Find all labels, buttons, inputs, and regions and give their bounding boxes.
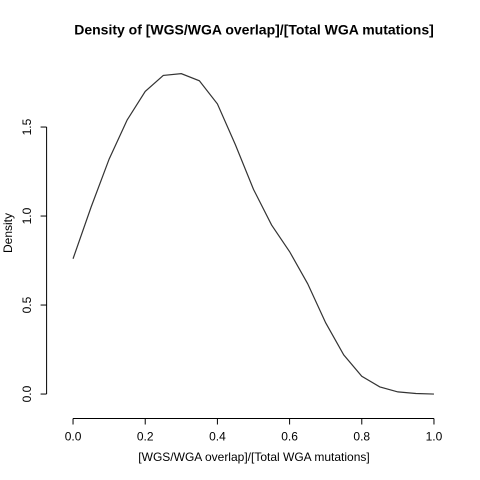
x-axis-label: [WGS/WGA overlap]/[Total WGA mutations] <box>138 450 369 464</box>
density-line <box>72 73 434 395</box>
y-tick-label: 1.0 <box>20 207 34 224</box>
y-tick-label: 0.5 <box>20 296 34 313</box>
y-axis-label: Density <box>1 213 15 253</box>
x-tick-label: 1.0 <box>426 430 443 444</box>
x-tick-label: 0.0 <box>65 430 82 444</box>
x-tick-label: 0.6 <box>281 430 298 444</box>
y-tick-label: 0.0 <box>20 385 34 402</box>
x-tick-label: 0.4 <box>209 430 226 444</box>
x-tick-label: 0.8 <box>353 430 370 444</box>
y-tick-label: 1.5 <box>20 118 34 135</box>
chart-title: Density of [WGS/WGA overlap]/[Total WGA … <box>74 22 434 38</box>
x-tick-label: 0.2 <box>137 430 154 444</box>
